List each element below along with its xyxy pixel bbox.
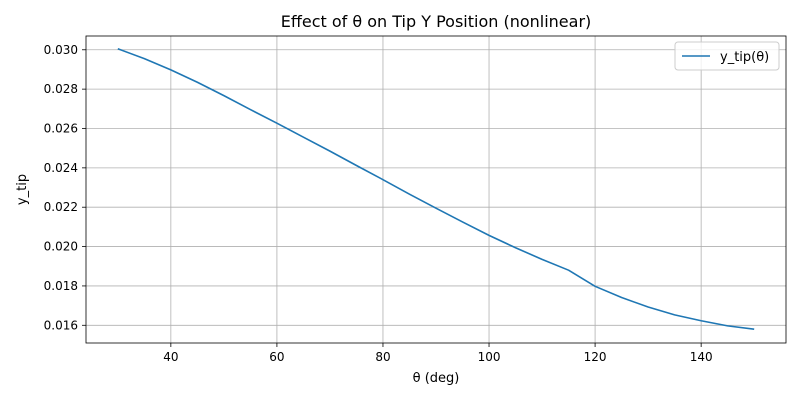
grid — [86, 36, 786, 343]
y-tick-label: 0.030 — [44, 43, 78, 57]
y-tick-label: 0.020 — [44, 240, 78, 254]
x-tick-label: 100 — [478, 350, 501, 364]
y-tick-label: 0.026 — [44, 121, 78, 135]
chart-title: Effect of θ on Tip Y Position (nonlinear… — [281, 12, 592, 31]
legend-box — [674, 41, 780, 71]
y-tick-label: 0.028 — [44, 82, 78, 96]
y-tick-label: 0.022 — [44, 200, 78, 214]
x-tick-label: 120 — [584, 350, 607, 364]
legend-label-y-tip: y_tip(θ) — [720, 50, 769, 65]
plot-frame — [85, 35, 787, 344]
series-line-y-tip — [117, 48, 755, 331]
x-axis-label: θ (deg) — [413, 371, 460, 386]
tick-layer: 40 60 80 100 120 140 0.016 0.018 0.020 0.022 0.024… — [44, 43, 713, 364]
y-tick-label: 0.016 — [44, 318, 78, 332]
y-tick-label: 0.024 — [44, 161, 78, 175]
series-layer — [117, 48, 755, 331]
x-tick-label: 140 — [690, 350, 713, 364]
y-tick-label: 0.018 — [44, 279, 78, 293]
legend: y_tip(θ) — [674, 41, 780, 71]
y-axis-label: y_tip — [15, 174, 30, 205]
x-tick-label: 40 — [163, 350, 178, 364]
x-tick-label: 60 — [269, 350, 284, 364]
x-tick-label: 80 — [375, 350, 390, 364]
